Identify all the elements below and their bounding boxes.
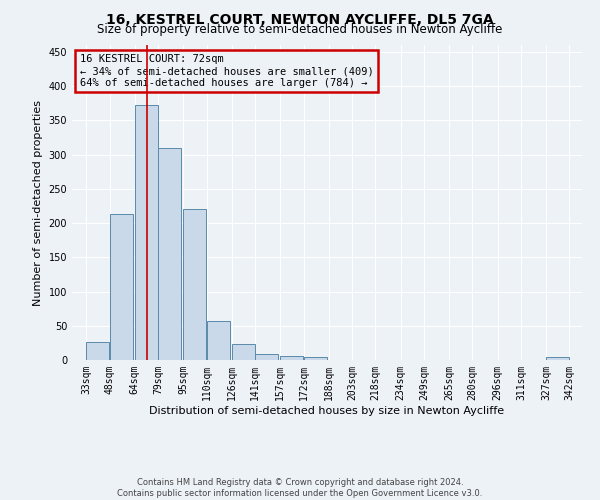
Bar	[207, 321, 230, 360]
Y-axis label: Number of semi-detached properties: Number of semi-detached properties	[33, 100, 43, 306]
Bar	[184, 210, 206, 360]
Bar	[158, 148, 181, 360]
X-axis label: Distribution of semi-detached houses by size in Newton Aycliffe: Distribution of semi-detached houses by …	[149, 406, 505, 415]
Text: 16 KESTREL COURT: 72sqm
← 34% of semi-detached houses are smaller (409)
64% of s: 16 KESTREL COURT: 72sqm ← 34% of semi-de…	[80, 54, 373, 88]
Bar	[304, 358, 327, 360]
Text: Contains HM Land Registry data © Crown copyright and database right 2024.
Contai: Contains HM Land Registry data © Crown c…	[118, 478, 482, 498]
Text: Size of property relative to semi-detached houses in Newton Aycliffe: Size of property relative to semi-detach…	[97, 22, 503, 36]
Text: 16, KESTREL COURT, NEWTON AYCLIFFE, DL5 7GA: 16, KESTREL COURT, NEWTON AYCLIFFE, DL5 …	[106, 12, 494, 26]
Bar	[232, 344, 255, 360]
Bar	[255, 354, 278, 360]
Bar	[135, 104, 158, 360]
Bar	[546, 358, 569, 360]
Bar	[110, 214, 133, 360]
Bar	[86, 342, 109, 360]
Bar	[280, 356, 303, 360]
